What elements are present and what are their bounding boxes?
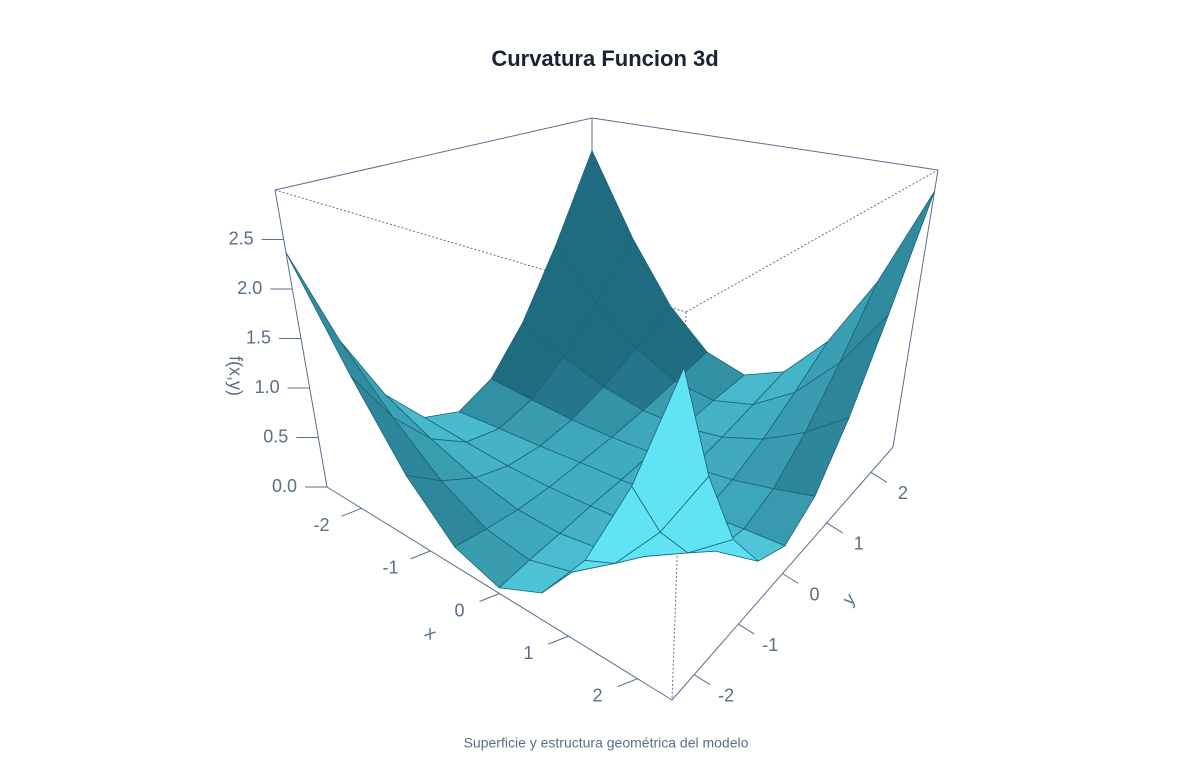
z-tick-label: 2.0 bbox=[237, 278, 262, 298]
box-edge bbox=[274, 117, 593, 191]
y-tick-label: 1 bbox=[854, 534, 864, 554]
x-tick bbox=[617, 678, 638, 688]
x-tick bbox=[410, 550, 431, 560]
z-tick-label: 0.5 bbox=[263, 426, 288, 446]
y-axis-label: y bbox=[839, 589, 860, 609]
z-tick-label: 2.5 bbox=[229, 228, 254, 248]
x-tick bbox=[341, 507, 362, 517]
x-tick-label: -1 bbox=[382, 558, 398, 578]
y-tick bbox=[782, 573, 799, 584]
x-axis-label: x bbox=[421, 622, 440, 644]
x-tick-label: 1 bbox=[523, 643, 533, 663]
surface-cell bbox=[631, 366, 710, 533]
z-axis-label: f(x,y) bbox=[225, 356, 245, 396]
x-tick-label: -2 bbox=[313, 515, 329, 535]
y-tick-label: -2 bbox=[718, 685, 734, 705]
x-tick-label: 2 bbox=[592, 685, 602, 705]
chart-caption: Superficie y estructura geométrica del m… bbox=[464, 735, 749, 751]
x-tick bbox=[479, 593, 500, 602]
x-tick bbox=[548, 635, 569, 645]
z-tick-label: 1.0 bbox=[255, 377, 280, 397]
surface bbox=[285, 149, 935, 594]
z-tick-label: 1.5 bbox=[246, 327, 271, 347]
y-tick-label: 0 bbox=[809, 584, 819, 604]
box-edge bbox=[892, 169, 939, 448]
y-tick bbox=[826, 522, 843, 534]
y-tick-label: -1 bbox=[762, 635, 778, 655]
y-tick bbox=[693, 674, 711, 686]
y-tick bbox=[738, 623, 755, 635]
chart-title: Curvatura Funcion 3d bbox=[491, 46, 718, 71]
z-tick-label: 0.0 bbox=[272, 476, 297, 496]
box-edge-hidden bbox=[685, 169, 939, 313]
box-edge bbox=[591, 117, 939, 171]
y-tick-label: 2 bbox=[898, 483, 908, 503]
y-tick bbox=[870, 471, 888, 483]
x-tick-label: 0 bbox=[454, 600, 464, 620]
